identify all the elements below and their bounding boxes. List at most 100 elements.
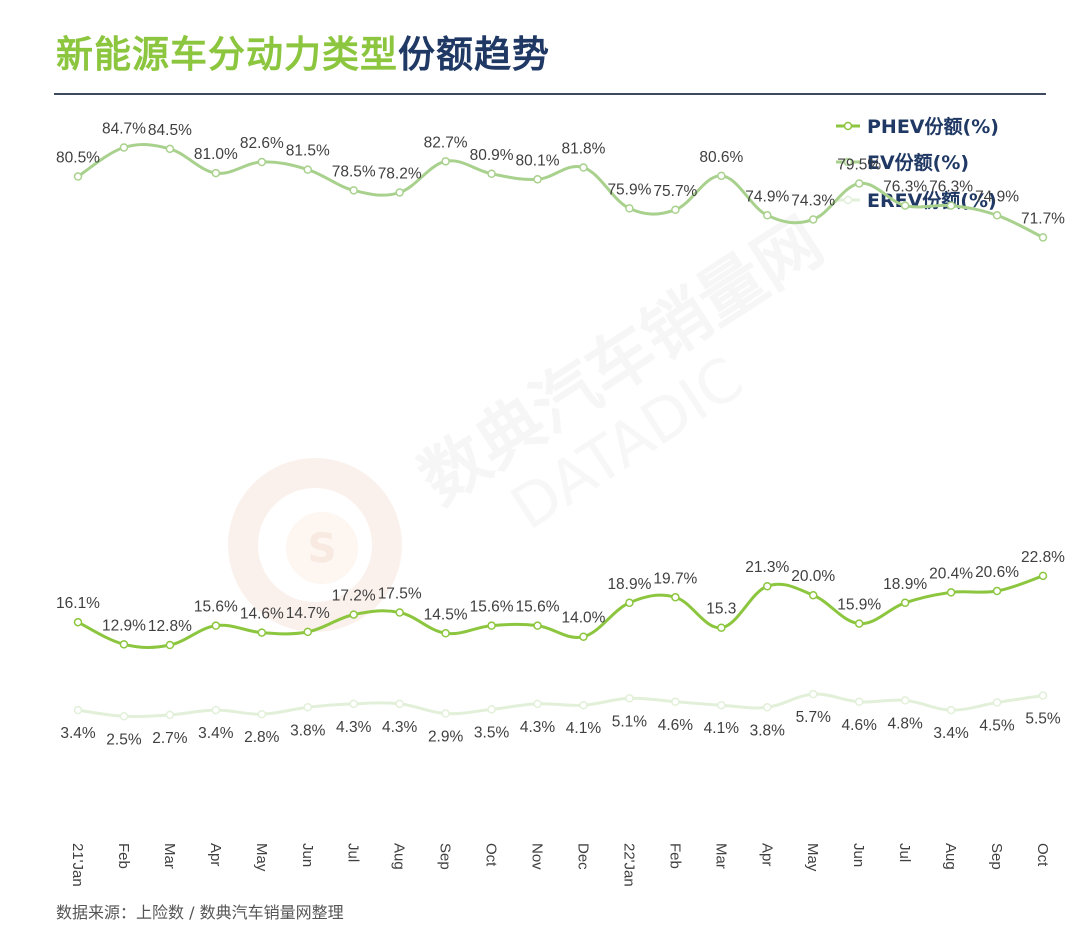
data-point-phev — [763, 581, 772, 591]
x-tick-label: May — [804, 843, 821, 872]
data-label-phev: 16.1% — [56, 595, 100, 612]
data-label-ev: 76.3% — [929, 179, 973, 196]
data-point-ev — [717, 171, 726, 181]
x-tick-label: Apr — [758, 843, 775, 866]
data-label-erev: 4.3% — [336, 719, 372, 736]
data-point-ev — [119, 143, 129, 152]
x-tick-label: Feb — [115, 843, 132, 869]
series-phev: 16.1%12.9% 12.8%15.6% 14.6% 14.7%17.2% 17.5%… — [56, 549, 1065, 650]
x-tick-label: May — [253, 843, 270, 872]
data-point-phev — [1038, 571, 1048, 581]
series-erev: 3.4% 2.5% 2.7% 3.4% 2.8% 3.8% 4.3% 4.3% 2.9% 3.5%… — [60, 689, 1061, 748]
data-point-erev — [441, 709, 450, 718]
data-point-ev — [73, 172, 83, 181]
data-point-phev — [119, 640, 129, 649]
legend-item-phev: PHEV份额(%) — [836, 115, 999, 138]
data-label-ev: 74.9% — [745, 188, 789, 205]
data-point-phev — [487, 621, 496, 630]
data-point-erev — [946, 705, 956, 715]
data-label-ev: 79.5% — [837, 156, 881, 173]
data-point-ev — [487, 169, 496, 179]
x-tick-label: Jun — [299, 843, 316, 867]
data-label-ev: 80.9% — [470, 147, 514, 164]
x-tick-label: Nov — [529, 843, 546, 870]
series-line-erev — [77, 692, 1044, 719]
data-label-erev: 4.8% — [887, 715, 923, 732]
data-label-phev: 18.9% — [607, 576, 651, 593]
x-tick-label: Oct — [483, 843, 500, 867]
data-point-phev — [854, 619, 864, 628]
data-label-ev: 80.6% — [699, 149, 743, 166]
series-line-ev — [77, 143, 1044, 239]
data-point-ev — [900, 201, 910, 210]
data-label-erev: 5.1% — [612, 713, 648, 730]
data-label-ev: 82.6% — [240, 135, 284, 152]
data-label-erev: 3.8% — [290, 722, 326, 739]
data-point-ev — [303, 165, 313, 174]
data-point-erev — [257, 709, 267, 719]
data-point-phev — [717, 623, 726, 632]
data-label-ev: 84.7% — [102, 120, 146, 137]
data-label-ev: 71.7% — [1021, 210, 1065, 227]
data-label-ev: 78.5% — [332, 163, 376, 180]
data-point-erev — [900, 696, 910, 705]
data-label-phev: 17.2% — [332, 588, 376, 605]
data-point-ev — [763, 211, 772, 220]
data-point-erev — [992, 698, 1002, 707]
data-label-phev: 22.8% — [1021, 549, 1065, 566]
data-label-ev: 81.0% — [194, 146, 238, 163]
data-label-ev: 80.1% — [516, 152, 560, 169]
data-point-phev — [533, 621, 542, 630]
legend-label-phev: PHEV份额(%) — [867, 115, 999, 138]
x-tick-label: 22'Jan — [620, 843, 637, 887]
data-label-ev: 74.3% — [791, 192, 835, 209]
data-label-ev: 75.7% — [653, 183, 697, 200]
data-label-phev: 15.6% — [470, 599, 514, 616]
data-point-ev — [946, 201, 956, 210]
data-point-phev — [73, 617, 83, 627]
data-label-erev: 4.6% — [658, 717, 694, 734]
data-label-phev: 14.6% — [240, 606, 284, 623]
data-label-phev: 15.9% — [837, 597, 881, 614]
data-point-erev — [119, 712, 129, 721]
data-point-erev — [579, 700, 588, 710]
data-point-erev — [854, 697, 864, 707]
x-tick-label: Oct — [1034, 843, 1051, 867]
data-label-ev: 76.3% — [883, 179, 927, 196]
data-point-ev — [992, 211, 1002, 220]
data-point-erev — [211, 705, 221, 715]
x-tick-label: Mar — [161, 843, 178, 869]
x-tick-label: 21'Jan — [69, 843, 86, 887]
source-note: 数据来源：上险数 / 数典汽车销量网整理 — [56, 903, 344, 922]
legend: PHEV份额(%) EV份额(%) EREV份额(%) — [836, 115, 999, 212]
data-point-ev — [165, 144, 175, 154]
data-point-phev — [579, 632, 588, 641]
data-point-ev — [625, 204, 634, 213]
data-point-erev — [717, 700, 726, 710]
data-point-ev — [257, 157, 267, 167]
data-point-ev — [579, 163, 588, 172]
x-axis: 21'Jan Feb Mar Apr May Jun Jul Aug Sep Oct Nov Dec 2… — [69, 843, 1051, 887]
data-point-ev — [211, 168, 221, 178]
data-point-erev — [763, 703, 772, 712]
data-label-phev: 21.3% — [745, 559, 789, 576]
data-label-erev: 4.5% — [979, 717, 1015, 734]
data-label-erev: 2.7% — [152, 730, 188, 747]
data-point-phev — [395, 608, 404, 617]
series-line-phev — [77, 574, 1044, 649]
data-label-phev: 17.5% — [378, 586, 422, 603]
data-point-erev — [349, 699, 358, 709]
data-label-phev: 19.7% — [653, 570, 697, 587]
chart-title: 新能源车分动力类型份额趋势 — [56, 24, 550, 78]
x-tick-label: Aug — [942, 843, 959, 870]
data-label-phev: 15.6% — [516, 599, 560, 616]
data-point-ev — [441, 157, 450, 166]
x-tick-label: Aug — [391, 843, 408, 870]
data-point-erev — [625, 694, 634, 703]
x-tick-label: Jul — [345, 843, 362, 862]
data-point-phev — [349, 610, 358, 619]
data-label-phev: 12.8% — [148, 618, 192, 635]
data-label-erev: 3.4% — [198, 725, 234, 742]
x-tick-label: Jun — [850, 843, 867, 867]
data-label-erev: 5.7% — [796, 709, 832, 726]
